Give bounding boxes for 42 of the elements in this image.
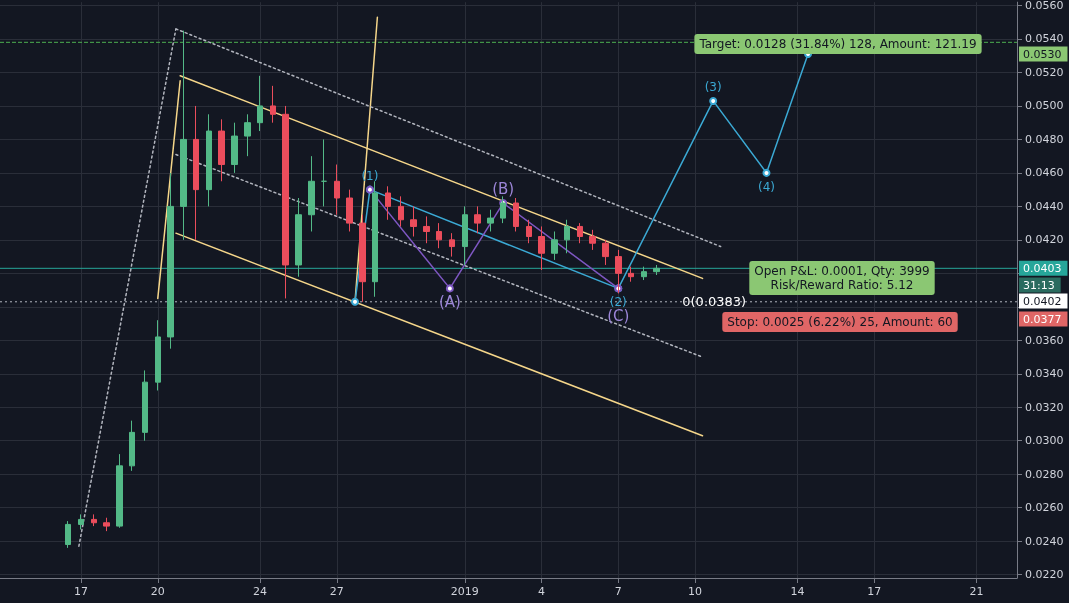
y-tick-label: 0.0560 <box>1025 0 1064 12</box>
y-tick-label: 0.0520 <box>1025 65 1064 79</box>
y-tick-label: 0.0480 <box>1025 132 1064 146</box>
annotation: Target: 0.0128 (31.84%) 128, Amount: 121.19 <box>698 37 977 51</box>
x-tick-label: 24 <box>253 585 268 598</box>
x-tick-label: 17 <box>867 585 882 598</box>
y-tick-label: 0.0240 <box>1025 534 1064 548</box>
y-tick-label: 0.0320 <box>1025 400 1064 414</box>
annotation: Open P&L: 0.0001, Qty: 3999 Risk/Reward Ratio: 5.12 <box>754 264 930 292</box>
annotation: (B) <box>492 180 515 199</box>
text: 0.0402 <box>1023 294 1062 308</box>
text: 0.0530 <box>1023 47 1062 61</box>
y-tick-label: 0.0220 <box>1025 568 1064 582</box>
y-tick-label: 0.0460 <box>1025 166 1064 180</box>
annotation: (C) <box>607 307 630 326</box>
text: 0.0377 <box>1023 312 1062 326</box>
x-tick-label: 7 <box>614 585 622 598</box>
x-tick-label: 20 <box>150 585 165 598</box>
annotation: (2) <box>609 295 627 310</box>
annotation: (4) <box>757 179 775 194</box>
annotation: (A) <box>438 293 461 312</box>
y-tick-label: 0.0420 <box>1025 233 1064 247</box>
y-tick-label: 0.0280 <box>1025 467 1064 481</box>
y-tick-label: 0.0260 <box>1025 501 1064 515</box>
x-tick-label: 10 <box>688 585 703 598</box>
x-tick-label: 14 <box>790 585 805 598</box>
y-tick-label: 0.0440 <box>1025 199 1064 213</box>
text: 31:13 <box>1023 278 1055 292</box>
ref-line-label: 0.0403 <box>1023 261 1062 275</box>
annotation: Stop: 0.0025 (6.22%) 25, Amount: 60 <box>727 315 953 329</box>
annotation: (3) <box>704 79 722 94</box>
x-tick-label: 4 <box>538 585 546 598</box>
y-tick-label: 0.0340 <box>1025 367 1064 381</box>
x-tick-label: 21 <box>969 585 984 598</box>
x-tick-label: 17 <box>74 585 89 598</box>
y-tick-label: 0.0300 <box>1025 434 1064 448</box>
y-tick-label: 0.0540 <box>1025 32 1064 46</box>
x-tick-label: 2019 <box>450 585 479 598</box>
y-tick-label: 0.0360 <box>1025 333 1064 347</box>
y-tick-label: 0.0500 <box>1025 99 1064 113</box>
annotation: 0(0.0383) <box>682 294 747 310</box>
x-tick-label: 27 <box>329 585 344 598</box>
